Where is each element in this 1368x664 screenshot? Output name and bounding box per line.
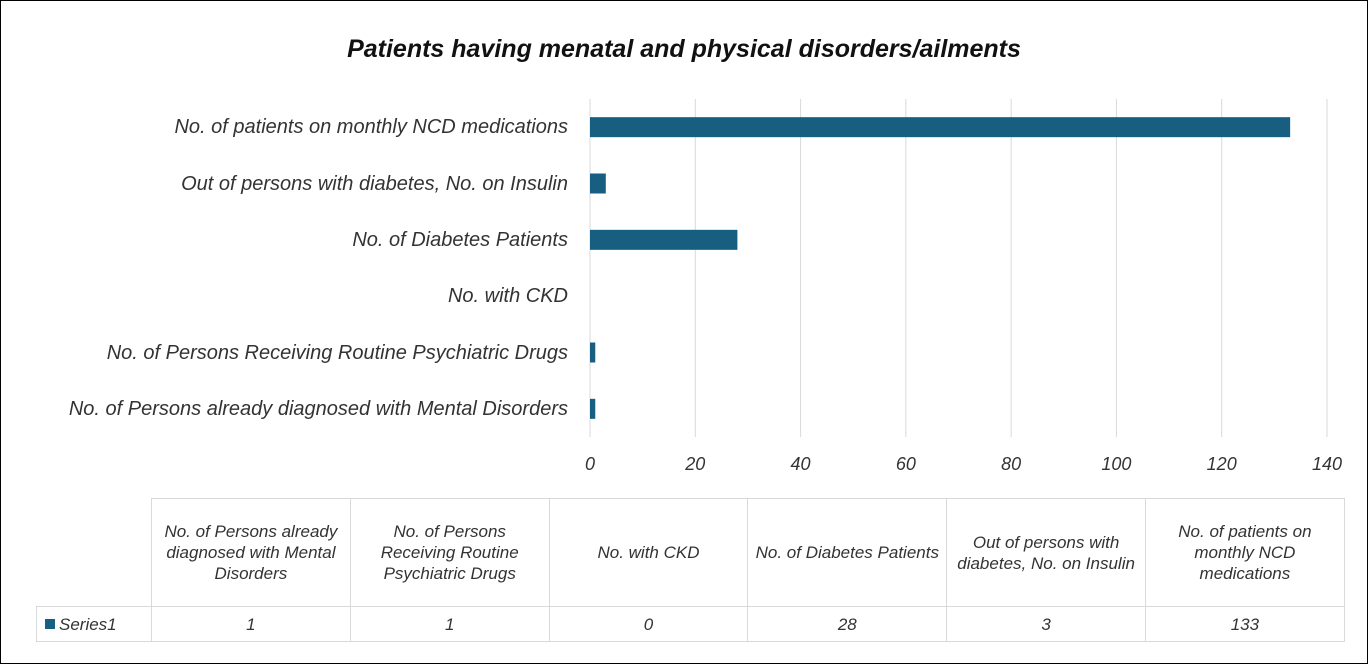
legend-cell: Series1 bbox=[36, 606, 152, 642]
bar bbox=[590, 229, 738, 250]
bar bbox=[590, 342, 596, 363]
legend-label: Series1 bbox=[59, 614, 117, 634]
x-tick-label: 80 bbox=[1001, 454, 1022, 474]
bar bbox=[590, 398, 596, 419]
table-header: No. of Persons already diagnosed with Me… bbox=[151, 498, 351, 607]
table-value: 0 bbox=[548, 606, 749, 642]
y-tick-label: No. with CKD bbox=[447, 285, 568, 308]
y-tick-label: No. of patients on monthly NCD medicatio… bbox=[174, 116, 568, 139]
y-tick-label: No. of Persons already diagnosed with Me… bbox=[68, 397, 568, 420]
x-tick-label: 120 bbox=[1206, 454, 1237, 474]
x-tick-label: 60 bbox=[895, 454, 916, 474]
x-tick-label: 20 bbox=[685, 454, 706, 474]
y-tick-label: Out of persons with diabetes, No. on Ins… bbox=[181, 172, 568, 195]
x-tick-label: 40 bbox=[790, 454, 811, 474]
x-tick-label: 0 bbox=[584, 454, 595, 474]
table-value: 1 bbox=[151, 606, 351, 642]
y-tick-label: No. of Persons Receiving Routine Psychia… bbox=[106, 341, 568, 364]
table-header: Out of persons with diabetes, No. on Ins… bbox=[946, 498, 1146, 607]
table-header: No. of patients on monthly NCD medicatio… bbox=[1145, 498, 1345, 607]
chart-title: Patients having menatal and physical dis… bbox=[347, 35, 1021, 63]
bar bbox=[590, 117, 1291, 138]
x-tick-label: 100 bbox=[1101, 454, 1132, 474]
table-header: No. with CKD bbox=[548, 498, 749, 607]
y-tick-label: No. of Diabetes Patients bbox=[352, 228, 568, 251]
table-value: 28 bbox=[747, 606, 948, 642]
table-value: 3 bbox=[946, 606, 1146, 642]
x-tick-label: 140 bbox=[1311, 454, 1343, 474]
bar bbox=[590, 173, 606, 194]
table-value: 1 bbox=[349, 606, 550, 642]
table-header: No. of Diabetes Patients bbox=[747, 498, 948, 607]
table-value: 133 bbox=[1145, 606, 1345, 642]
table-header: No. of Persons Receiving Routine Psychia… bbox=[349, 498, 550, 607]
legend-key bbox=[45, 619, 55, 629]
